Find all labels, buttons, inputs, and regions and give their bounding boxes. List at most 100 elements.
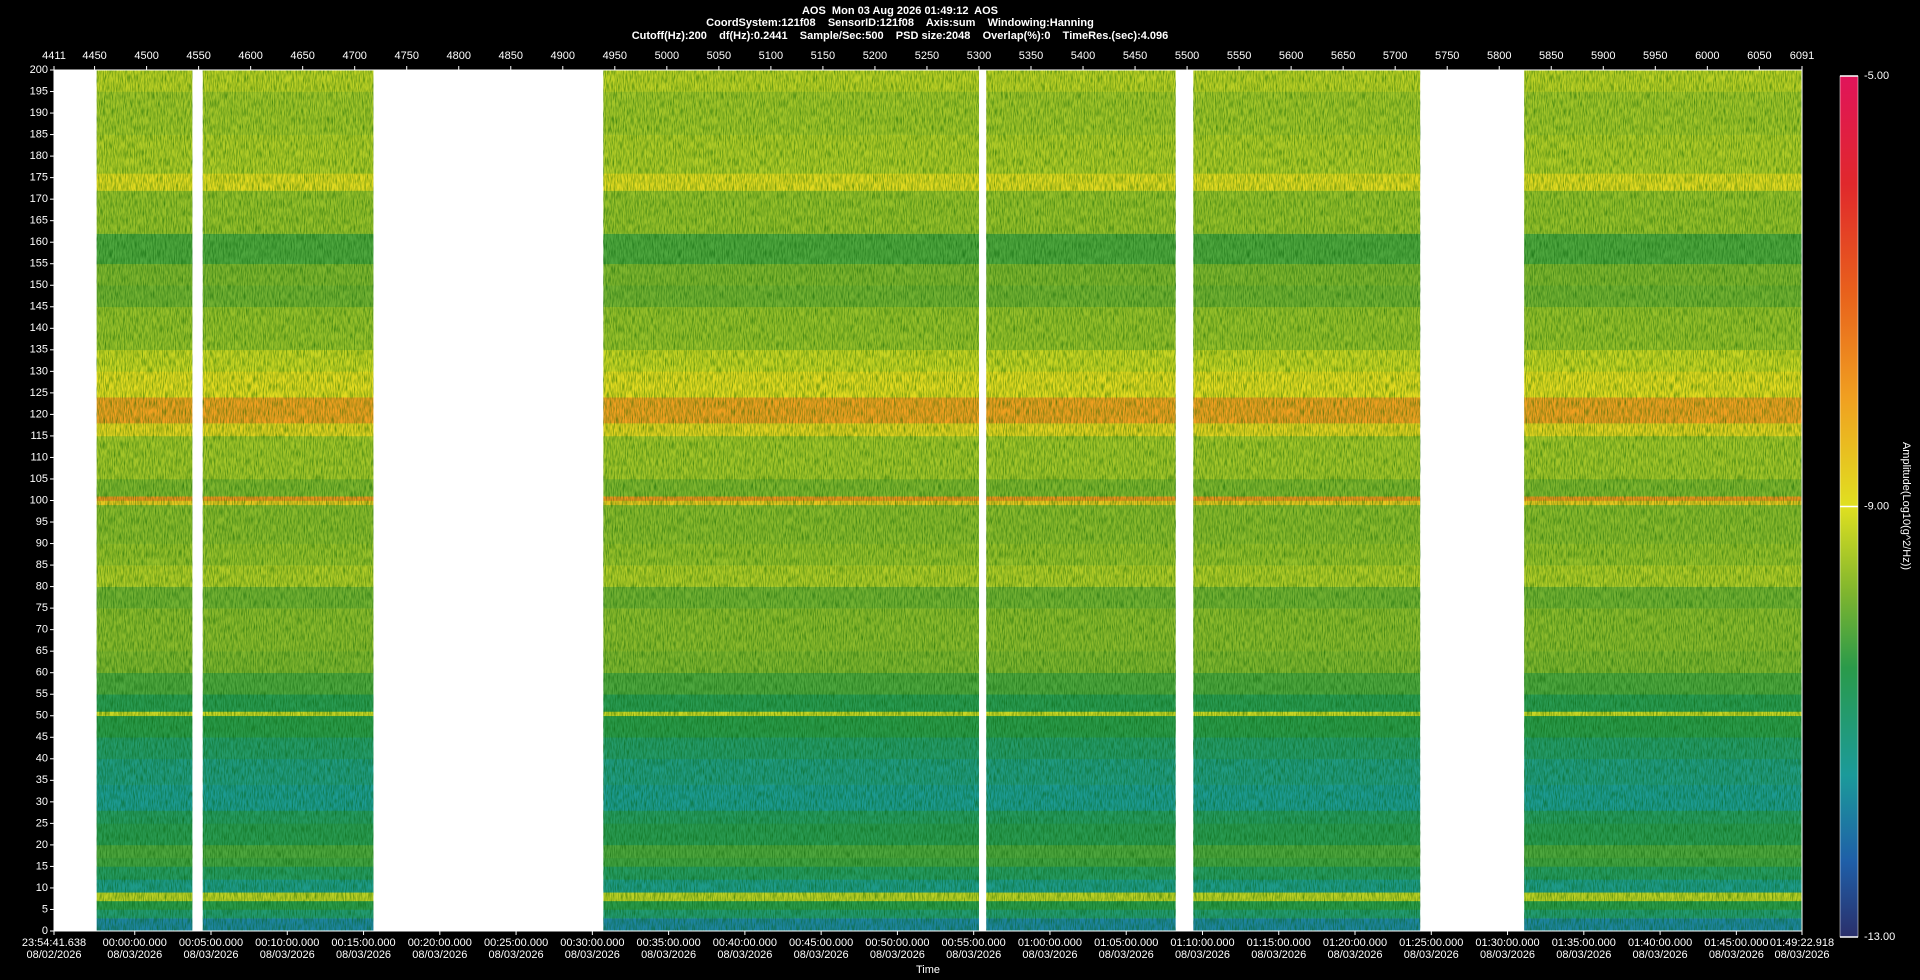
colorbar-label: Amplitude(Log10(g^2/Hz)) bbox=[1900, 442, 1912, 570]
y-tick-label: 170 bbox=[30, 193, 48, 205]
y-tick-label: 160 bbox=[30, 236, 48, 248]
time-tick-label: 00:55:00.000 bbox=[942, 937, 1006, 949]
colorbar-tick-label: -5.00 bbox=[1864, 70, 1889, 82]
time-tick-label: 00:45:00.000 bbox=[789, 937, 853, 949]
texture bbox=[1524, 70, 1802, 931]
x-tick-label: 5000 bbox=[655, 50, 679, 62]
time-tick-label: 00:20:00.000 bbox=[408, 937, 472, 949]
texture bbox=[1193, 70, 1421, 931]
x-tick-label: 5950 bbox=[1643, 50, 1667, 62]
y-tick-label: 110 bbox=[30, 451, 48, 463]
date-tick-label: 08/03/2026 bbox=[717, 949, 772, 961]
x-tick-label: 4500 bbox=[134, 50, 158, 62]
y-tick-label: 15 bbox=[36, 860, 48, 872]
time-tick-label: 01:10:00.000 bbox=[1170, 937, 1234, 949]
date-tick-label: 08/03/2026 bbox=[794, 949, 849, 961]
y-tick-label: 40 bbox=[36, 753, 48, 765]
y-tick-label: 30 bbox=[36, 796, 48, 808]
x-tick-label: 4411 bbox=[42, 50, 66, 62]
data-segment bbox=[202, 70, 374, 932]
x-tick-label: 4450 bbox=[82, 50, 106, 62]
time-tick-label: 01:45:00.000 bbox=[1704, 937, 1768, 949]
y-tick-label: 75 bbox=[36, 602, 48, 614]
date-tick-label: 08/03/2026 bbox=[565, 949, 620, 961]
date-tick-label: 08/03/2026 bbox=[107, 949, 162, 961]
y-tick-label: 85 bbox=[36, 559, 48, 571]
time-tick-label: 01:20:00.000 bbox=[1323, 937, 1387, 949]
y-tick-label: 155 bbox=[30, 258, 48, 270]
date-tick-label: 08/03/2026 bbox=[1099, 949, 1154, 961]
date-tick-label: 08/02/2026 bbox=[26, 949, 81, 961]
x-tick-label: 5550 bbox=[1227, 50, 1251, 62]
x-tick-label: 6000 bbox=[1695, 50, 1719, 62]
y-tick-label: 50 bbox=[36, 710, 48, 722]
data-segment bbox=[603, 70, 979, 932]
x-tick-label: 5150 bbox=[811, 50, 835, 62]
y-tick-label: 115 bbox=[30, 430, 48, 442]
x-tick-label: 5750 bbox=[1435, 50, 1459, 62]
colorbar-tick-label: -13.00 bbox=[1864, 931, 1895, 943]
y-tick-label: 95 bbox=[36, 516, 48, 528]
date-tick-label: 08/03/2026 bbox=[1022, 949, 1077, 961]
date-tick-label: 08/03/2026 bbox=[336, 949, 391, 961]
date-tick-label: 08/03/2026 bbox=[946, 949, 1001, 961]
y-tick-label: 185 bbox=[30, 128, 48, 140]
y-tick-label: 180 bbox=[30, 150, 48, 162]
y-tick-label: 60 bbox=[36, 667, 48, 679]
date-tick-label: 08/03/2026 bbox=[489, 949, 544, 961]
x-tick-label: 5600 bbox=[1279, 50, 1303, 62]
y-tick-label: 45 bbox=[36, 731, 48, 743]
texture bbox=[96, 70, 193, 931]
y-tick-label: 140 bbox=[30, 322, 48, 334]
x-tick-label: 5650 bbox=[1331, 50, 1355, 62]
y-tick-label: 120 bbox=[30, 408, 48, 420]
x-tick-label: 4550 bbox=[186, 50, 210, 62]
time-tick-label: 23:54:41.638 bbox=[22, 937, 86, 949]
y-tick-label: 125 bbox=[30, 387, 48, 399]
y-tick-label: 90 bbox=[36, 537, 48, 549]
date-tick-label: 08/03/2026 bbox=[1709, 949, 1764, 961]
x-tick-label: 5250 bbox=[915, 50, 939, 62]
y-tick-label: 105 bbox=[30, 473, 48, 485]
date-tick-label: 08/03/2026 bbox=[1774, 949, 1829, 961]
x-tick-label: 4950 bbox=[603, 50, 627, 62]
y-tick-label: 175 bbox=[30, 172, 48, 184]
time-tick-label: 01:15:00.000 bbox=[1247, 937, 1311, 949]
y-tick-label: 190 bbox=[30, 107, 48, 119]
x-tick-label: 6050 bbox=[1747, 50, 1771, 62]
colorbar-tick-label: -9.00 bbox=[1864, 500, 1889, 512]
y-tick-label: 200 bbox=[30, 64, 48, 76]
x-tick-label: 4700 bbox=[342, 50, 366, 62]
x-tick-label: 4600 bbox=[238, 50, 262, 62]
time-tick-label: 00:50:00.000 bbox=[865, 937, 929, 949]
data-segment bbox=[1193, 70, 1421, 932]
y-tick-label: 145 bbox=[30, 301, 48, 313]
time-tick-label: 00:35:00.000 bbox=[636, 937, 700, 949]
texture bbox=[603, 70, 979, 931]
x-tick-label: 6091 bbox=[1790, 50, 1814, 62]
time-tick-label: 00:25:00.000 bbox=[484, 937, 548, 949]
y-tick-label: 130 bbox=[30, 365, 48, 377]
time-tick-label: 00:30:00.000 bbox=[560, 937, 624, 949]
subtitle: CoordSystem:121f08 SensorID:121f08 Axis:… bbox=[706, 17, 1094, 29]
y-tick-label: 195 bbox=[30, 85, 48, 97]
x-tick-label: 5900 bbox=[1591, 50, 1615, 62]
time-tick-label: 01:25:00.000 bbox=[1399, 937, 1463, 949]
y-tick-label: 25 bbox=[36, 817, 48, 829]
x-tick-label: 5100 bbox=[759, 50, 783, 62]
date-tick-label: 08/03/2026 bbox=[1327, 949, 1382, 961]
date-tick-label: 08/03/2026 bbox=[1251, 949, 1306, 961]
x-tick-label: 5450 bbox=[1123, 50, 1147, 62]
subtitle: Cutoff(Hz):200 df(Hz):0.2441 Sample/Sec:… bbox=[632, 30, 1169, 42]
time-tick-label: 01:30:00.000 bbox=[1475, 937, 1539, 949]
x-tick-label: 5400 bbox=[1071, 50, 1095, 62]
x-tick-label: 5700 bbox=[1383, 50, 1407, 62]
date-tick-label: 08/03/2026 bbox=[1404, 949, 1459, 961]
y-tick-label: 55 bbox=[36, 688, 48, 700]
time-tick-label: 00:00:00.000 bbox=[103, 937, 167, 949]
date-tick-label: 08/03/2026 bbox=[1480, 949, 1535, 961]
texture bbox=[986, 70, 1176, 931]
x-axis-label: Time bbox=[916, 964, 940, 976]
y-tick-label: 65 bbox=[36, 645, 48, 657]
